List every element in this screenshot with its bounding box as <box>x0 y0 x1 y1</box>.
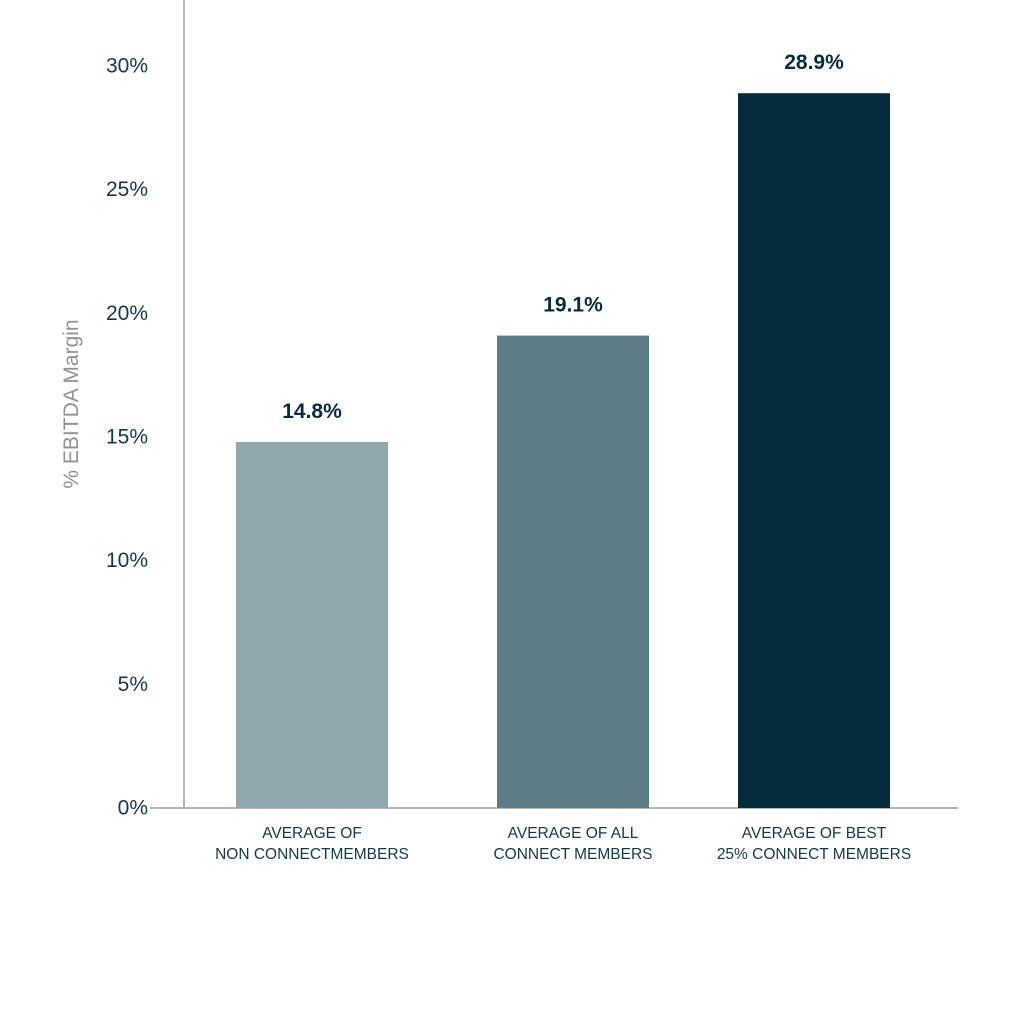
category-label-line: CONNECT MEMBERS <box>493 846 652 863</box>
category-label-line: AVERAGE OF BEST <box>742 825 887 842</box>
data-label: 19.1% <box>543 294 603 317</box>
data-label: 28.9% <box>784 51 844 74</box>
y-tick-label: 0% <box>118 797 148 820</box>
y-axis-title: % EBITDA Margin <box>60 319 83 488</box>
y-tick-label: 10% <box>106 549 148 572</box>
y-tick-label: 30% <box>106 55 148 78</box>
data-labels-group: 14.8% 19.1% 28.9% <box>282 51 844 423</box>
y-tick-label: 25% <box>106 178 148 201</box>
category-label-line: NON CONNECTMEMBERS <box>215 846 409 863</box>
bar <box>738 93 890 808</box>
category-label-line: AVERAGE OF ALL <box>508 825 639 842</box>
category-label-line: 25% CONNECT MEMBERS <box>717 846 911 863</box>
category-label: AVERAGE OF NON CONNECTMEMBERS <box>215 825 409 863</box>
category-label: AVERAGE OF BEST 25% CONNECT MEMBERS <box>717 825 911 863</box>
bar <box>497 335 649 808</box>
category-label-line: AVERAGE OF <box>262 825 362 842</box>
y-tick-label: 15% <box>106 426 148 449</box>
y-tick-labels: 0% 5% 10% 15% 20% 25% 30% <box>106 55 148 820</box>
category-label: AVERAGE OF ALL CONNECT MEMBERS <box>493 825 652 863</box>
bar <box>236 441 388 808</box>
y-tick-label: 5% <box>118 673 148 696</box>
category-labels-group: AVERAGE OF NON CONNECTMEMBERS AVERAGE OF A… <box>215 825 911 863</box>
y-tick-label: 20% <box>106 302 148 325</box>
data-label: 14.8% <box>282 400 342 423</box>
bars-group <box>236 93 890 808</box>
